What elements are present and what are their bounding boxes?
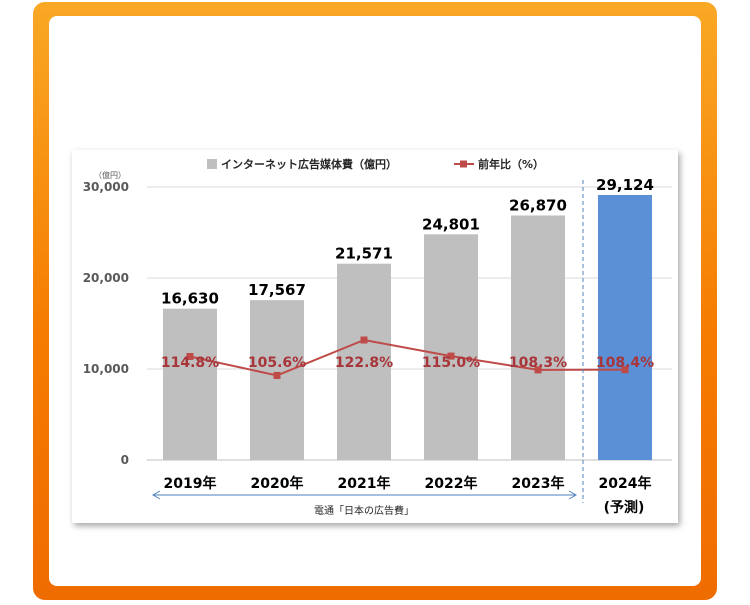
bar-value-label: 26,870 xyxy=(509,196,567,214)
bar-line-chart: インターネット広告媒体費（億円） 前年比（%） （億円） 0 10,000 20,0… xyxy=(83,157,672,517)
bar xyxy=(598,194,652,460)
yoy-value-label: 108.3% xyxy=(509,355,567,371)
yoy-value-label: 122.8% xyxy=(335,355,393,371)
arrow-left-head xyxy=(151,490,161,500)
bar-value-label: 24,801 xyxy=(422,215,480,233)
x-tick-label: 2019年 xyxy=(164,475,217,492)
bar-value-label: 16,630 xyxy=(161,290,219,308)
yoy-line xyxy=(186,336,629,379)
y-tick-label: 20,000 xyxy=(83,271,129,285)
yoy-marker xyxy=(273,371,281,379)
bar-value-label: 17,567 xyxy=(248,281,306,299)
bar-value-label: 21,571 xyxy=(335,245,393,263)
legend-line-marker xyxy=(460,160,467,168)
bar xyxy=(337,263,391,460)
bars xyxy=(163,194,652,460)
yoy-marker xyxy=(186,352,194,360)
x-tick-label: 2024年 xyxy=(599,475,652,492)
bar xyxy=(424,234,478,460)
x-tick-label: 2022年 xyxy=(425,475,478,492)
yoy-labels: 114.8% 105.6% 122.8% 115.0% 108.3% 108.4% xyxy=(161,355,654,371)
source-text: 電通「日本の広告費」 xyxy=(314,504,414,517)
bar-value-labels: 16,630 17,567 21,571 24,801 26,870 29,124 xyxy=(161,176,654,308)
yoy-marker xyxy=(360,336,368,344)
y-tick-label: 30,000 xyxy=(83,180,129,194)
forecast-note: (予測) xyxy=(604,499,645,516)
y-axis-unit: （億円） xyxy=(94,170,126,180)
legend-line-label: 前年比（%） xyxy=(478,157,544,171)
y-tick-label: 10,000 xyxy=(83,362,129,376)
yoy-value-label: 105.6% xyxy=(248,355,306,371)
y-tick-label: 0 xyxy=(121,453,129,467)
gridlines xyxy=(147,186,672,461)
bar xyxy=(163,308,217,460)
y-axis-ticks: 0 10,000 20,000 30,000 xyxy=(83,180,129,467)
bar-value-label: 29,124 xyxy=(596,176,654,194)
yoy-value-label: 114.8% xyxy=(161,355,219,371)
yoy-marker xyxy=(447,352,455,360)
x-tick-label: 2021年 xyxy=(338,475,391,492)
bar xyxy=(511,215,565,460)
legend-bar-label: インターネット広告媒体費（億円） xyxy=(221,157,397,171)
yoy-value-label: 115.0% xyxy=(422,355,480,371)
arrow-right-head xyxy=(568,490,578,500)
yoy-line-path xyxy=(189,338,626,377)
bar xyxy=(250,300,304,460)
x-axis-ticks: 2019年 2020年 2021年 2022年 2023年 2024年 xyxy=(164,475,652,492)
x-tick-label: 2020年 xyxy=(251,475,304,492)
yoy-value-label: 108.4% xyxy=(596,355,654,371)
yoy-marker xyxy=(534,366,542,374)
yoy-marker xyxy=(621,366,629,374)
chart-card: インターネット広告媒体費（億円） 前年比（%） （億円） 0 10,000 20,0… xyxy=(72,150,678,523)
legend: インターネット広告媒体費（億円） 前年比（%） xyxy=(207,157,544,171)
source-arrow xyxy=(151,490,578,500)
x-tick-label: 2023年 xyxy=(512,475,565,492)
legend-bar-swatch xyxy=(207,159,217,169)
